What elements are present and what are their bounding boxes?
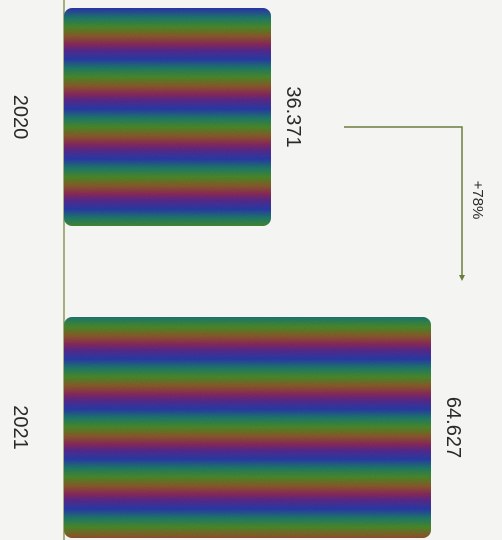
change-arrow: [344, 126, 465, 281]
change-annotation: +78%: [344, 126, 486, 281]
bar-2021: [64, 317, 431, 538]
category-label-2021: 2021: [9, 405, 31, 450]
value-label-2021: 64.627: [442, 397, 464, 458]
category-label-2020: 2020: [9, 95, 31, 140]
category-labels: 2020 2021: [9, 95, 31, 450]
bar-2020: [64, 8, 271, 226]
change-percent-label: +78%: [469, 181, 486, 220]
value-labels: 36.371 64.627: [282, 86, 464, 458]
bars-group: [64, 8, 431, 538]
value-label-2020: 36.371: [282, 86, 304, 147]
